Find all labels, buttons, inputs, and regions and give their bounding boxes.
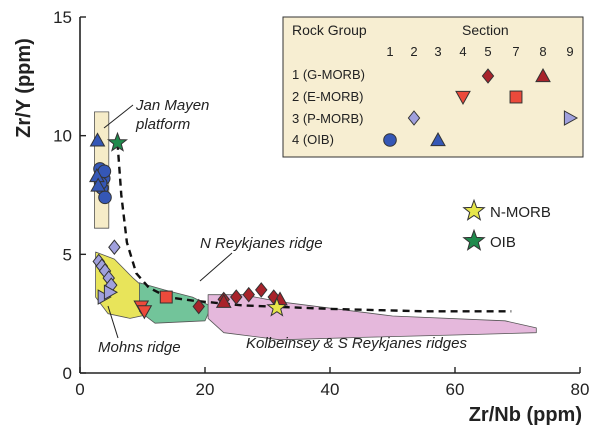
legend-group-label-3: 4 (OIB) <box>292 132 334 147</box>
legend-section-4: 4 <box>459 44 466 59</box>
y-tick-label-0: 0 <box>63 364 72 383</box>
legend-section-7: 7 <box>512 44 519 59</box>
legend-box <box>282 16 584 158</box>
legend-symbol-0-1 <box>535 67 551 83</box>
leader-mohns <box>107 305 119 339</box>
standard-symbol-0 <box>462 198 486 221</box>
data-point-5-1 <box>103 284 119 301</box>
standard-symbol-1 <box>462 228 486 251</box>
region-label-jan-mayen-2: platform <box>135 116 190 133</box>
legend-symbol-1-0 <box>455 90 471 106</box>
legend-symbol-0-0 <box>481 68 495 84</box>
legend-section-2: 2 <box>410 44 417 59</box>
legend-section-5: 5 <box>484 44 491 59</box>
data-point-0-4 <box>255 282 268 298</box>
legend: Rock Group Section 1 2 3 4 5 7 8 9 1 (G-MORB) 2 … <box>282 16 584 158</box>
data-point-7-2 <box>90 177 106 192</box>
legend-group-label-0: 1 (G-MORB) <box>292 67 365 82</box>
y-tick-label-3: 15 <box>53 8 72 27</box>
legend-symbol-2-0 <box>407 110 421 126</box>
data-point-3-1 <box>136 305 153 320</box>
data-point-6-3 <box>98 190 112 205</box>
legend-section-1: 1 <box>386 44 393 59</box>
legend-rows: 1 (G-MORB) 2 (E-MORB) 3 (P-MORB) 4 (OIB) <box>292 67 579 147</box>
y-tick-label-1: 5 <box>63 245 72 264</box>
legend-section-numbers: 1 2 3 4 5 7 8 9 <box>386 44 573 59</box>
legend-group-label-2: 3 (P-MORB) <box>292 111 364 126</box>
legend-header-group: Rock Group <box>292 22 367 38</box>
y-tick-label-2: 10 <box>53 127 72 146</box>
x-tick-label-3: 60 <box>446 380 465 399</box>
x-tick-label-1: 20 <box>196 380 215 399</box>
legend-symbol-3-0 <box>383 133 397 147</box>
data-point-0-2 <box>230 289 243 305</box>
region-label-jan-mayen-1: Jan Mayen <box>135 97 209 114</box>
legend-section-9: 9 <box>566 44 573 59</box>
standard-label-0: N-MORB <box>490 204 551 221</box>
legend-symbol-1-1 <box>509 90 523 104</box>
trend-layer <box>116 142 512 313</box>
data-point-2-0 <box>159 290 173 304</box>
legend-group-label-1: 2 (E-MORB) <box>292 89 364 104</box>
y-axis-title: Zr/Y (ppm) <box>13 38 35 138</box>
x-axis-title: Zr/Nb (ppm) <box>469 404 582 426</box>
leader-jan-mayen <box>103 104 134 129</box>
legend-section-3: 3 <box>434 44 441 59</box>
legend-symbol-2-1 <box>563 110 579 126</box>
region-label-mohns: Mohns ridge <box>98 339 181 356</box>
trend-line <box>116 142 512 313</box>
region-3 <box>207 294 537 341</box>
data-point-7-0 <box>89 132 106 147</box>
data-point-4-4 <box>108 239 121 256</box>
x-tick-label-4: 80 <box>571 380 590 399</box>
region-label-n-reykjanes: N Reykjanes ridge <box>200 235 323 252</box>
legend-section-8: 8 <box>539 44 546 59</box>
data-point-0-0 <box>192 298 205 315</box>
points-layer <box>89 131 288 320</box>
data-point-0-3 <box>242 286 255 303</box>
standard-label-1: OIB <box>490 234 516 251</box>
x-tick-label-0: 0 <box>75 380 84 399</box>
standards-legend: N-MORB OIB <box>462 198 551 251</box>
leader-n-reykjanes <box>199 252 233 282</box>
legend-symbol-3-1 <box>430 131 446 147</box>
data-point-8-0 <box>266 296 288 317</box>
region-label-kolbeinsey: Kolbeinsey & S Reykjanes ridges <box>246 335 467 352</box>
data-point-9-0 <box>107 131 128 152</box>
legend-header-section: Section <box>462 22 509 38</box>
data-point-1-0 <box>215 293 232 308</box>
x-tick-label-2: 40 <box>321 380 340 399</box>
